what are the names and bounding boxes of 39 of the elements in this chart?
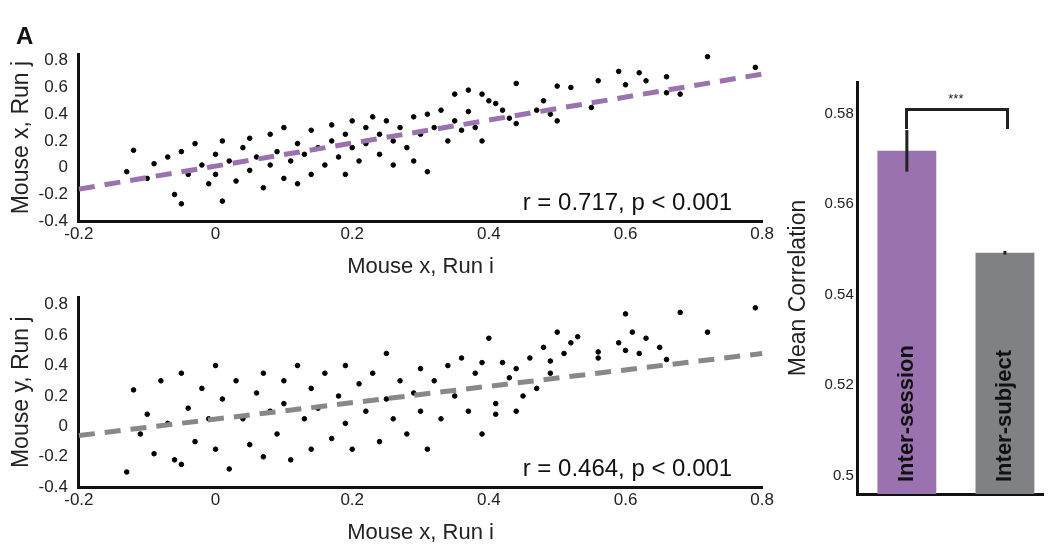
y-axis-title: Mean Correlation [784, 199, 811, 377]
x-tick-label: 0.6 [613, 490, 638, 510]
x-tick-label: Inter-session [892, 345, 918, 482]
y-tick-label: 0.54 [824, 284, 854, 302]
y-tick-label: 0.4 [44, 103, 68, 123]
x-tick-label: 0.8 [750, 490, 774, 510]
y-tick-label: 0.52 [824, 375, 854, 393]
annotation: r = 0.717, p < 0.001 [522, 187, 733, 215]
x-tick-label: 0 [210, 224, 221, 244]
y-tick-label: 0.8 [44, 50, 68, 70]
x-tick-label: 0.2 [340, 224, 365, 244]
annotation: *** [948, 91, 964, 107]
y-tick-label: -0.4 [38, 210, 68, 230]
x-tick-label: 0 [210, 490, 221, 510]
y-tick-label: 0.6 [44, 324, 68, 344]
y-tick-label: -0.2 [38, 446, 68, 466]
y-tick-label: 0 [58, 157, 68, 177]
annotation: r = 0.464, p < 0.001 [522, 453, 733, 481]
y-tick-label: 0.2 [44, 130, 68, 150]
y-tick-label: -0.4 [38, 476, 68, 496]
x-axis-title: Mouse x, Run i [347, 252, 494, 278]
y-axis-title: Mouse x, Run j [7, 60, 34, 215]
x-tick-label: 0.8 [750, 224, 774, 244]
x-tick-label: Inter-subject [991, 349, 1017, 482]
y-tick-label: 0.6 [44, 77, 68, 97]
y-tick-label: 0.56 [824, 194, 854, 212]
y-tick-label: 0.8 [44, 294, 68, 314]
x-axis-title: Mouse x, Run i [347, 518, 494, 544]
x-tick-label: 0.4 [477, 224, 501, 244]
y-tick-label: 0.2 [44, 385, 68, 405]
chart-title: A [16, 22, 34, 50]
y-tick-label: 0.58 [824, 103, 854, 121]
y-tick-label: -0.2 [38, 184, 68, 204]
x-tick-label: 0.4 [477, 490, 501, 510]
y-tick-label: 0.5 [832, 466, 854, 484]
x-tick-label: 0.2 [340, 490, 365, 510]
y-tick-label: 0 [58, 416, 68, 436]
y-axis-title: Mouse y, Run j [7, 316, 34, 469]
x-tick-label: 0.6 [613, 224, 638, 244]
